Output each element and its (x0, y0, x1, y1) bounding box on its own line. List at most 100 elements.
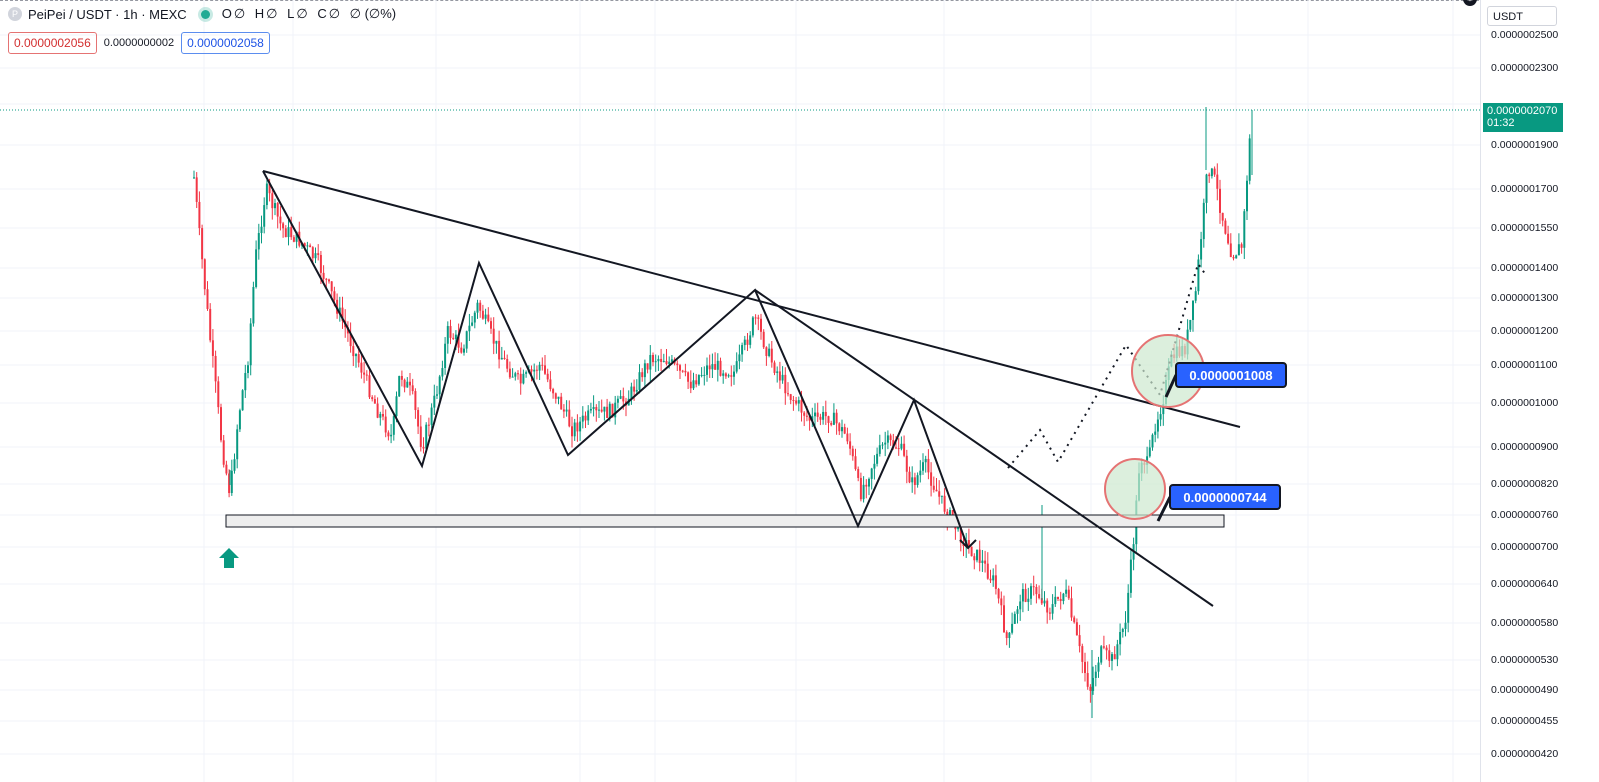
candle-down (217, 381, 220, 408)
candle-down (1048, 612, 1051, 614)
price-tick-label: 0.0000001400 (1491, 262, 1559, 274)
candle-up (538, 364, 541, 371)
candle-down (660, 358, 663, 362)
symbol-icon[interactable]: P (8, 7, 22, 21)
candle-down (503, 357, 506, 360)
candle-down (676, 363, 679, 366)
candle-up (711, 364, 714, 370)
candle-up (1062, 593, 1065, 602)
candle-down (290, 227, 293, 238)
candle-up (873, 463, 876, 469)
callout-label: 0.0000000744 (1183, 490, 1267, 505)
price-axis[interactable]: ⚙ USDT 0.0000002500 0.0000002300 0.0000001… (1463, 0, 1599, 782)
candle-down (994, 575, 997, 589)
candle-down (695, 380, 698, 385)
candle-up (900, 443, 903, 449)
legend-bar: P PeiPei / USDT · 1h · MEXC O ∅ H ∅ L ∅ C ∅ … (8, 6, 402, 22)
currency-select[interactable]: USDT (1487, 6, 1557, 26)
candle-up (738, 354, 741, 362)
candle-up (1127, 592, 1130, 623)
candle-down (611, 403, 614, 418)
candle-down (1240, 244, 1243, 248)
candle-down (279, 216, 282, 224)
candle-down (849, 441, 852, 449)
candle-up (425, 424, 428, 449)
candle-up (1013, 613, 1016, 624)
candle-up (638, 372, 641, 390)
candle-down (792, 400, 795, 402)
candle-down (365, 374, 368, 376)
candle-up (649, 354, 652, 370)
candle-up (473, 312, 476, 323)
price-tick-label: 0.0000000820 (1491, 478, 1559, 490)
candle-down (352, 346, 355, 357)
candle-up (1027, 598, 1030, 602)
candle-down (646, 363, 649, 370)
candle-down (541, 364, 544, 366)
candle-up (1016, 609, 1019, 614)
candle-down (984, 560, 987, 564)
buy-price-button[interactable]: 0.0000002058 (181, 32, 270, 54)
candle-down (1067, 589, 1070, 599)
candle-up (776, 371, 779, 373)
candle-down (319, 255, 322, 273)
candle-down (1113, 654, 1116, 660)
candle-down (209, 308, 212, 341)
plot-area[interactable]: 0.0000001008 0.0000000744 (0, 0, 1480, 782)
candle-down (409, 381, 411, 386)
candle-up (265, 183, 268, 206)
candle-down (746, 339, 749, 345)
candle-down (687, 372, 690, 382)
candle-up (619, 396, 622, 399)
candle-up (703, 374, 706, 376)
candle-down (535, 369, 538, 371)
candle-down (835, 412, 838, 424)
candle-up (670, 359, 673, 362)
candle-down (519, 373, 522, 384)
candle-down (341, 307, 344, 321)
candle-down (363, 372, 366, 375)
candle-down (708, 365, 711, 370)
arrow-head (959, 539, 977, 550)
candle-down (762, 331, 765, 348)
candle-up (230, 470, 233, 494)
candle-down (681, 370, 684, 372)
candle-down (460, 347, 463, 353)
price-tick-label: 0.0000001700 (1491, 183, 1559, 195)
candle-up (533, 369, 536, 372)
candle-down (1105, 647, 1108, 651)
candle-down (309, 245, 312, 248)
candle-down (1073, 617, 1076, 623)
ohlc-high-label: H (254, 6, 265, 21)
price-tick-label: 0.0000000490 (1491, 684, 1559, 696)
sell-price-button[interactable]: 0.0000002056 (8, 32, 97, 54)
candle-down (1219, 188, 1221, 213)
candle-down (325, 278, 328, 280)
candle-down (808, 416, 811, 421)
candle-up (392, 416, 395, 435)
candle-up (255, 249, 258, 287)
candle-down (303, 243, 306, 247)
candle-up (446, 326, 449, 344)
symbol-title[interactable]: PeiPei / USDT · 1h · MEXC (28, 6, 187, 22)
candle-up (1159, 414, 1162, 420)
candle-up (1094, 671, 1097, 678)
settings-icon[interactable]: ⚙ (1463, 0, 1477, 6)
candle-down (487, 314, 490, 322)
candle-up (1030, 586, 1032, 599)
top-border (0, 0, 1599, 1)
market-status-icon[interactable] (200, 9, 210, 19)
highlight-circle (1104, 458, 1166, 520)
projection-path (1007, 261, 1207, 469)
candle-up (468, 325, 471, 332)
candle-up (981, 560, 984, 563)
candle-down (481, 310, 484, 319)
candle-up (630, 386, 633, 399)
candle-up (616, 398, 619, 403)
candle-down (1035, 586, 1038, 595)
candle-up (749, 335, 752, 345)
candle-down (930, 472, 933, 486)
candle-down (1108, 650, 1111, 661)
price-tick-label: 0.0000000900 (1491, 441, 1559, 453)
